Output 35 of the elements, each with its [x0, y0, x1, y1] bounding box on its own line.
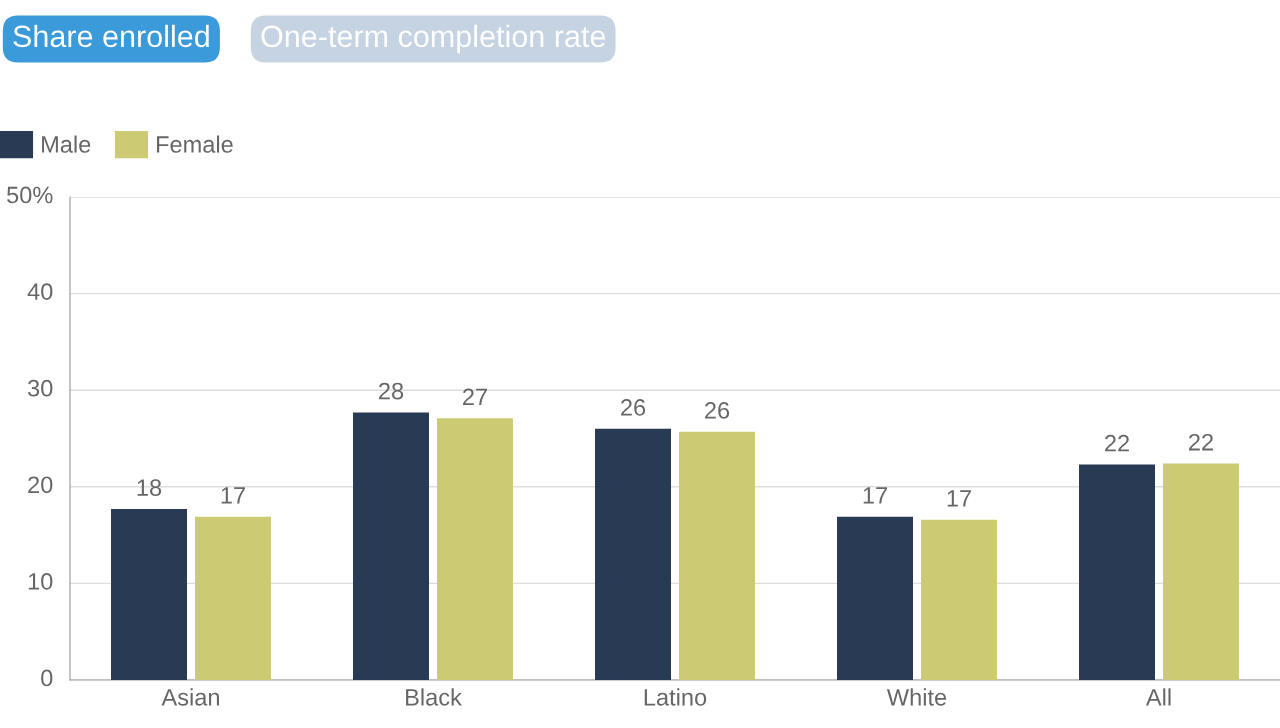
bar — [678, 431, 755, 680]
data-label: 22 — [1105, 434, 1129, 452]
x-tick-label: All — [1145, 688, 1171, 706]
data-label: 26 — [621, 399, 646, 416]
data-label: 17 — [863, 487, 887, 504]
bar — [353, 412, 430, 680]
bar — [436, 418, 513, 680]
data-label: 22 — [1189, 433, 1213, 451]
x-tick-label: Black — [406, 688, 462, 706]
data-label: 26 — [705, 402, 730, 419]
data-label: 17 — [221, 487, 245, 504]
bar — [837, 516, 914, 680]
bar — [595, 428, 672, 680]
data-label: 28 — [379, 382, 404, 400]
y-tick-label: 20 — [28, 476, 53, 494]
y-tick-label: 40 — [27, 283, 53, 300]
bar — [1079, 464, 1156, 680]
x-tick-label: Asian — [161, 688, 219, 706]
legend-label: Male — [42, 135, 91, 153]
y-tick-label: 0 — [41, 669, 53, 687]
legend-label: Female — [157, 135, 233, 153]
x-tick-label: Latino — [644, 688, 707, 706]
data-label: 27 — [463, 388, 487, 405]
y-tick-label: 30 — [27, 379, 53, 397]
text: Share enrolled — [13, 24, 209, 48]
bar — [1162, 463, 1239, 680]
data-label: 17 — [947, 490, 971, 507]
bar — [111, 509, 188, 680]
y-tick-label: 10 — [28, 573, 53, 590]
x-tick-label: White — [886, 688, 947, 706]
bar — [194, 516, 271, 680]
text: One-term completion rate — [261, 24, 606, 54]
y-tick-label: 50% — [7, 186, 53, 204]
bar — [920, 519, 997, 680]
data-label: 18 — [137, 479, 162, 497]
